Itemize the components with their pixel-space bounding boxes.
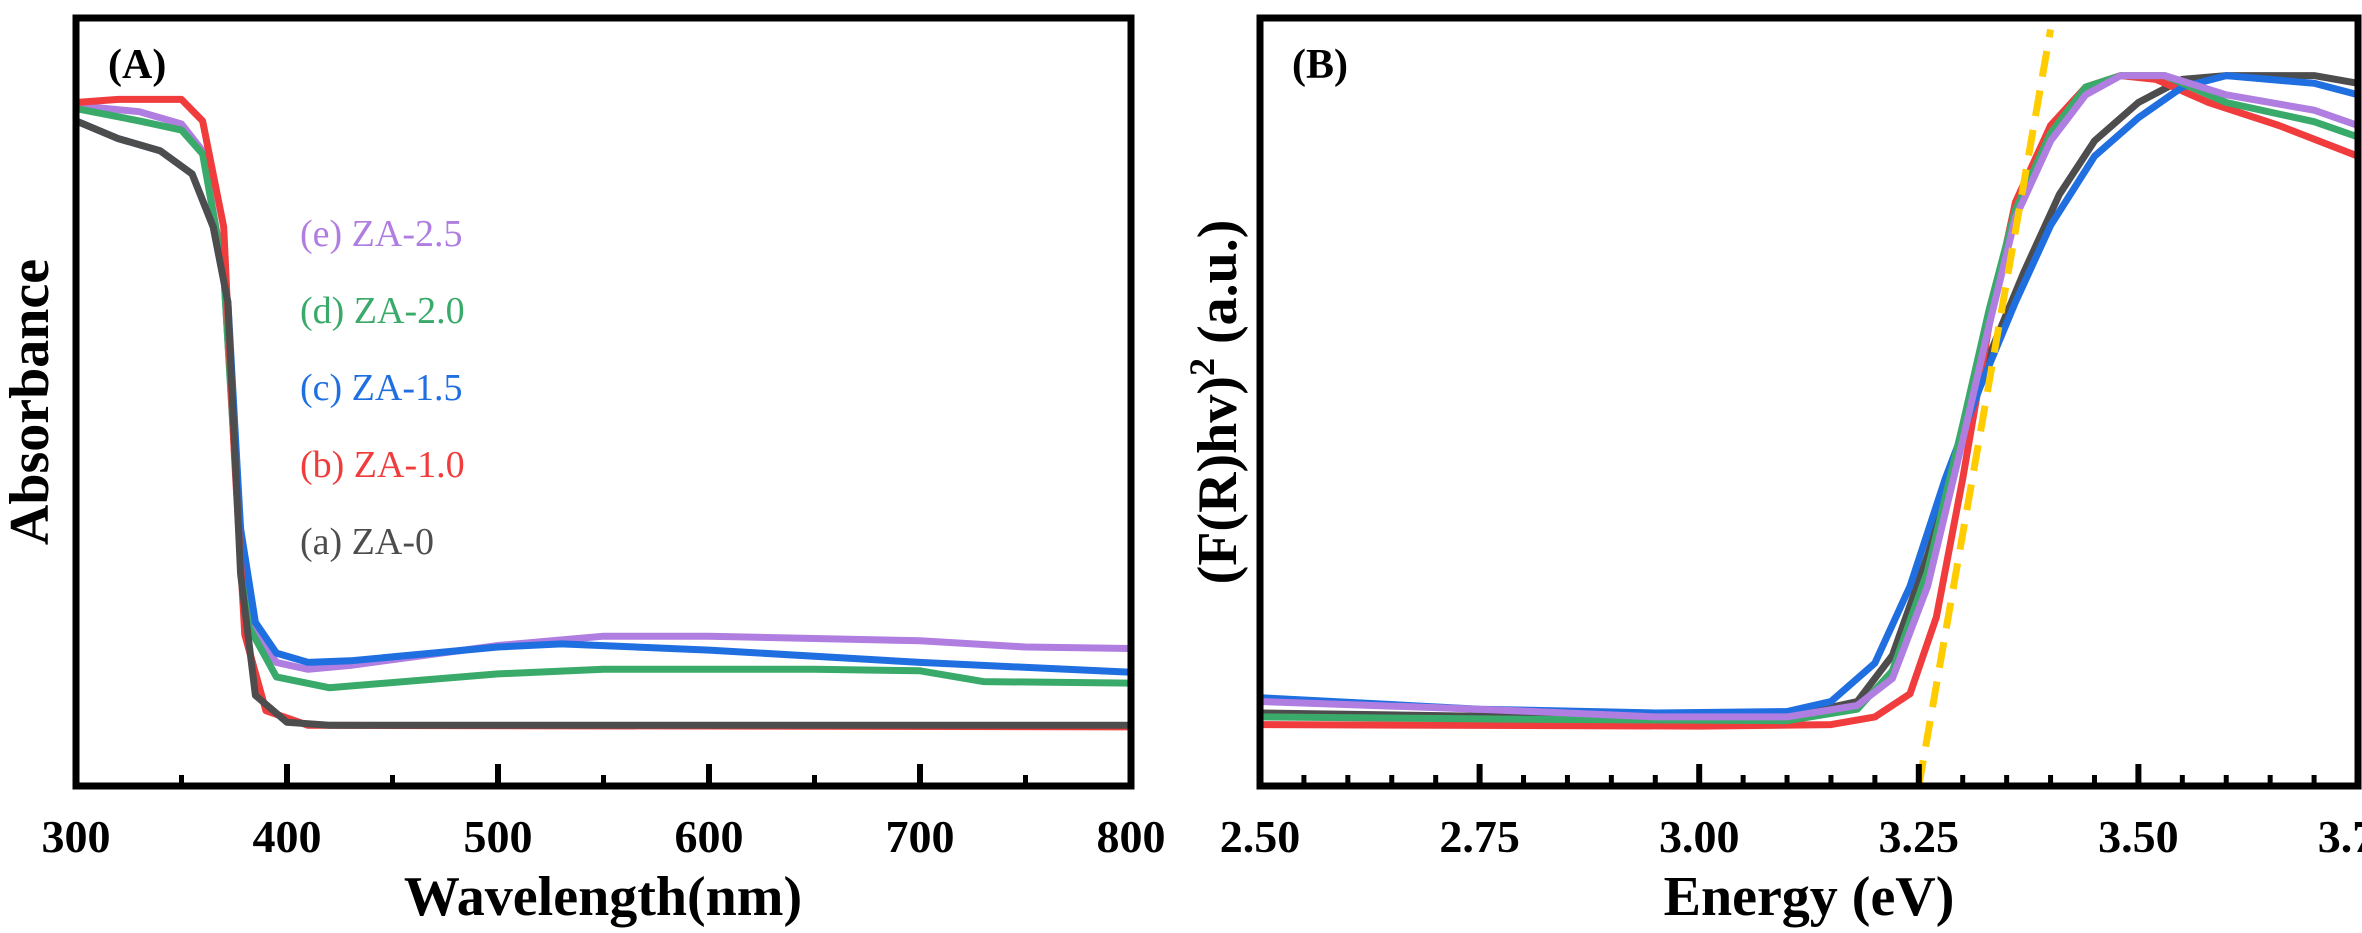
x-tick-label: 3.50 — [2098, 811, 2179, 862]
panel-a-frame — [72, 14, 1135, 790]
x-tick-label: 2.75 — [1439, 811, 1520, 862]
x-tick-label: 3.00 — [1659, 811, 1740, 862]
panel-a-y-axis-title: Absorbance — [0, 259, 61, 545]
x-tick-label: 400 — [253, 811, 322, 862]
series-line-b-za-1-0 — [1256, 72, 2362, 730]
x-tick-label: 800 — [1097, 811, 1166, 862]
panel-b-series — [1256, 28, 2362, 787]
panel-a-x-axis-title: Wavelength(nm) — [404, 866, 802, 928]
legend-entry: (e) ZA-2.5 — [300, 213, 462, 255]
legend-entry: (a) ZA-0 — [300, 521, 434, 563]
series-line-d-za-2-0 — [1256, 72, 2362, 725]
series-line-a-za-0 — [72, 117, 1135, 729]
x-tick-label: 3.75 — [2318, 811, 2362, 862]
series-line-c-za-1-5 — [1256, 72, 2362, 717]
y-axis-title-unit: (a.u.) — [1187, 220, 1249, 344]
panel-a-label: (A) — [108, 42, 166, 88]
y-axis-title-main: (F(R)hv) — [1187, 376, 1249, 584]
panel-a: 300 400 500 600 700 800 (A) Wavelength(nm) Ab… — [0, 14, 1166, 928]
panel-a-legend: (e) ZA-2.5 (d) ZA-2.0 (c) ZA-1.5 (b) ZA-1.0… — [300, 213, 465, 563]
series-line-e-za-2-5 — [1256, 72, 2362, 721]
panel-a-ticks: 300 400 500 600 700 800 — [42, 764, 1166, 862]
y-axis-title-superscript: 2 — [1182, 358, 1222, 376]
x-tick-label: 700 — [886, 811, 955, 862]
x-tick-label: 500 — [464, 811, 533, 862]
series-line-a-za-0 — [1256, 72, 2362, 721]
panel-a-series — [72, 95, 1135, 731]
panel-b-x-axis-title: Energy (eV) — [1664, 866, 1955, 928]
panel-b-frame — [1256, 14, 2362, 790]
legend-entry: (b) ZA-1.0 — [300, 444, 465, 486]
x-tick-label: 600 — [675, 811, 744, 862]
legend-entry: (c) ZA-1.5 — [300, 367, 462, 409]
panel-b-label: (B) — [1292, 42, 1348, 88]
panel-b-y-axis-title: (F(R)hv)2 (a.u.) — [1182, 220, 1249, 585]
series-line-d-za-2-0 — [72, 105, 1135, 692]
legend-entry: (d) ZA-2.0 — [300, 290, 465, 332]
tangent-dashed-line — [1915, 28, 2055, 787]
x-tick-label: 3.25 — [1879, 811, 1960, 862]
panel-b-ticks: 2.50 2.75 3.00 3.25 3.50 3.75 — [1220, 764, 2362, 862]
panel-b: 2.50 2.75 3.00 3.25 3.50 3.75 (B) Energy (eV)… — [1182, 14, 2362, 928]
x-tick-label: 2.50 — [1220, 811, 1301, 862]
x-tick-label: 300 — [42, 811, 111, 862]
